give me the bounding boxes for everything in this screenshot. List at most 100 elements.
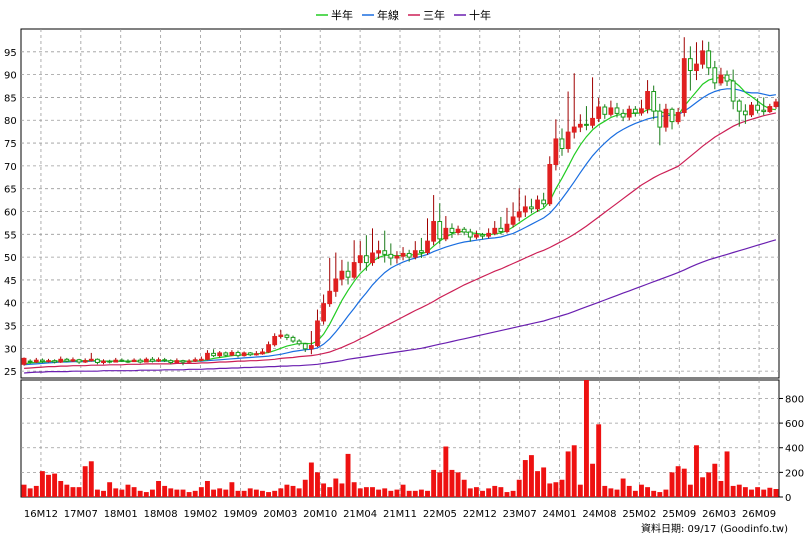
volume-bar [626,485,632,497]
x-tick-label: 25M09 [662,509,696,520]
candle [596,97,602,123]
candle-body [131,359,137,363]
candle-body [211,352,216,357]
volume-bar [749,489,754,497]
volume-bar [700,477,706,497]
volume-bar [577,484,583,497]
candle-body [357,255,363,264]
volume-bar [125,484,131,497]
candle [302,342,308,352]
volume-bar [669,472,675,497]
candle [425,218,430,255]
candle [712,60,718,90]
candle-body [345,270,351,278]
candle [669,107,675,130]
candle-body [376,250,381,254]
candle-body [467,231,473,238]
price-tick-label: 55 [4,230,17,241]
candle [516,188,522,222]
volume-bar [443,446,449,497]
candle [308,331,314,355]
candle-body [767,106,773,113]
candle-body [95,358,100,363]
candle-body [559,138,565,150]
candle-body [510,216,516,225]
volume-bar [412,490,418,497]
candle-body [742,110,748,116]
candle-body [33,359,39,363]
volume-bar [718,480,724,497]
volume-bar [761,489,767,497]
candle [577,114,583,133]
volume-bar [39,471,45,497]
volume-bar [480,490,485,497]
grid-layer [20,28,780,498]
volume-bar [156,480,161,497]
volume-bar [394,489,400,497]
candle [278,330,284,339]
x-tick-label: 23M07 [503,509,537,520]
volume-bar [382,488,388,497]
legend-label-ten-year: 十年 [469,8,491,22]
candle-body [150,358,155,362]
volume-bar [712,463,718,497]
candle-body [400,252,406,257]
candle [645,80,650,114]
candle-body [113,359,119,363]
candle [730,69,736,110]
candle-body [351,262,357,278]
candle-body [388,253,394,259]
candle-body [425,240,430,254]
volume-bar [327,487,333,497]
candle-body [247,352,253,356]
candle-body [27,360,33,363]
candle [608,100,614,117]
candle [119,358,125,363]
candle [266,341,271,353]
volume-bar [516,479,522,497]
volume-bar [376,489,382,497]
volume-bar [406,490,412,497]
candle [290,335,296,343]
candle [327,258,333,307]
candle [33,357,39,363]
candle [205,350,210,361]
volume-bar [541,467,547,497]
candle-body [143,358,149,363]
volume-bar [651,490,657,497]
candle-body [333,278,339,292]
candle-body [296,340,302,345]
candle [357,241,363,271]
candle [229,350,235,357]
legend-label-half-year: 半年 [331,8,353,22]
x-tick-label: 17M07 [64,509,98,520]
volume-bar [528,455,534,497]
volume-bar [308,462,314,497]
candle-body [480,234,485,237]
candle [400,247,406,261]
volume-bar [241,490,247,497]
volume-bar [755,487,761,497]
candle [64,357,70,363]
candle-body [663,108,669,128]
legend: 半年 年線 三年 十年 [316,8,491,22]
volume-bar [168,488,174,497]
candle-body [278,334,284,337]
candle-body [107,360,113,363]
candle [535,195,540,212]
candle [529,198,534,214]
candle [241,351,247,357]
candle-body [321,303,326,322]
volume-bar [773,488,779,497]
candle-body [535,199,540,210]
x-tick-label: 21M11 [383,509,417,520]
candle [162,357,168,363]
candle-body [437,221,443,240]
volume-bar [663,489,669,497]
x-tick-label: 19M02 [183,509,217,520]
volume-bar [486,488,492,497]
candle-body [461,228,467,233]
volume-bar [736,484,742,497]
candle [742,104,748,124]
